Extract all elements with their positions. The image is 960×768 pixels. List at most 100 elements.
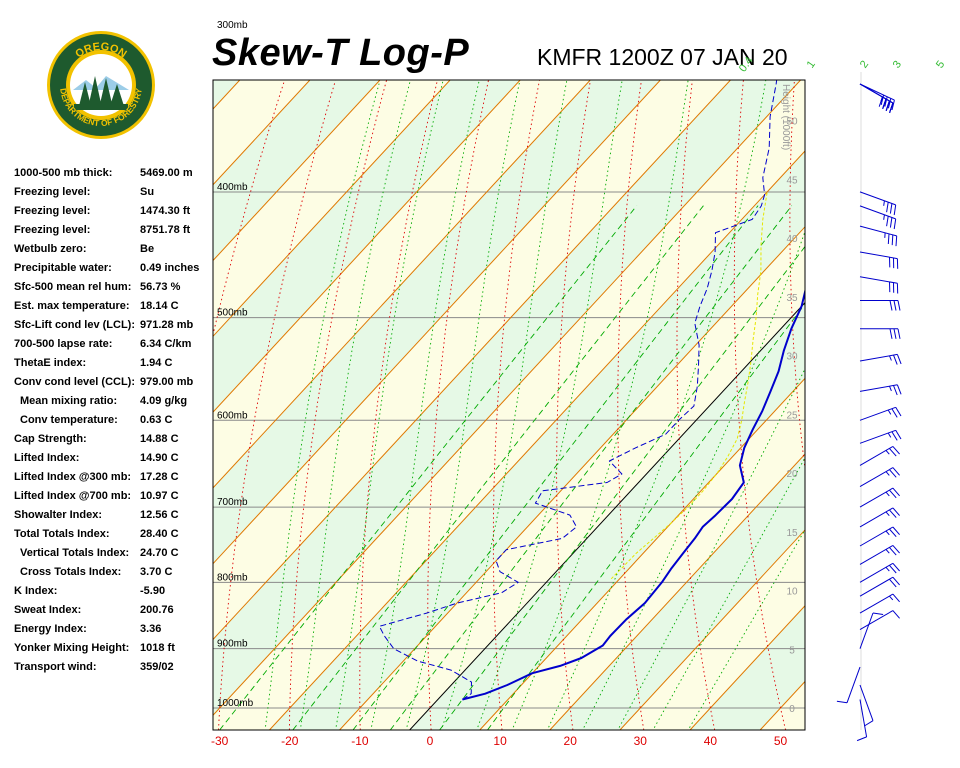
wind-barb-flag (889, 328, 893, 339)
temperature-tick-label: -10 (351, 734, 369, 748)
plot-frame (212, 79, 806, 731)
pressure-label: 700mb (217, 497, 248, 508)
height-tick-label: 10 (786, 587, 798, 598)
wind-barb (859, 251, 899, 269)
parcel-trace-line (610, 191, 768, 580)
pressure-label: 300mb (217, 20, 248, 31)
index-label: Showalter Index: (14, 509, 103, 521)
chart-title: Skew-T Log-P (212, 32, 470, 74)
wind-barb-flag (892, 545, 900, 554)
wind-barb-shaft (859, 544, 894, 565)
wind-barb-shaft (859, 251, 898, 260)
index-label: Sweat Index: (14, 604, 82, 616)
wind-barb-shaft (859, 406, 896, 421)
index-label: Wetbulb zero: (14, 243, 87, 255)
temperature-profile-line (462, 287, 805, 701)
dry-adiabat-line (288, 80, 388, 730)
index-value: Be (140, 243, 155, 255)
wind-barb-half-flag (885, 511, 890, 517)
wind-barb-shaft (859, 205, 896, 220)
isotherm-line (213, 80, 661, 565)
wind-barb-shaft (859, 83, 895, 101)
wind-barb-shaft (859, 276, 898, 284)
index-value: -5.90 (140, 585, 166, 597)
wind-barb-shaft (859, 487, 894, 508)
moist-adiabat-line (370, 80, 480, 730)
index-label: Conv cond level (CCL): (14, 376, 136, 388)
index-value: 10.97 C (140, 490, 179, 502)
index-value: 1018 ft (140, 642, 175, 654)
wind-barb-flag (893, 300, 897, 311)
index-label: Lifted Index: (14, 452, 80, 464)
mixing-ratio-line (219, 205, 638, 730)
mixing-ratio-line (389, 205, 793, 730)
isotherm-line (213, 80, 241, 110)
logo-top-text: OREGON (73, 41, 128, 61)
wind-barb (859, 610, 900, 631)
mixing-ratio-label: 3 (891, 59, 904, 71)
wind-barb (859, 83, 895, 111)
wind-barb (859, 684, 874, 727)
dry-adiabat-line (359, 80, 438, 730)
temperature-tick-label: 50 (774, 734, 788, 748)
wind-barb-flag (893, 354, 898, 365)
index-value: 979.00 mb (140, 376, 194, 388)
wind-barb-flag (893, 204, 897, 216)
wind-barb (859, 83, 894, 113)
wind-barb-flag (889, 469, 897, 478)
wind-barb-half-flag (885, 491, 890, 497)
wind-barb (859, 576, 900, 597)
index-label: Precipitable water: (14, 262, 112, 274)
temperature-tick-label: 0 (427, 734, 434, 748)
index-label: Lifted Index @300 mb: (14, 471, 132, 483)
isotherm-line (619, 529, 805, 730)
wind-barb-flag (892, 507, 900, 516)
wind-barb (859, 205, 897, 230)
index-label: Sfc-500 mean rel hum: (14, 281, 132, 293)
wind-barb-flag (895, 235, 898, 247)
wind-barb-flag (889, 217, 893, 228)
wind-barb-shaft (859, 429, 896, 444)
index-value: 1474.30 ft (140, 205, 191, 217)
isotherm-line (213, 80, 451, 338)
temperature-tick-label: -20 (281, 734, 299, 748)
wind-barb-flag (892, 576, 900, 586)
wind-barb-flag (889, 102, 894, 113)
wind-barb (860, 300, 901, 311)
mixing-ratio-label: 0.4 (737, 55, 756, 74)
wind-barb (859, 467, 900, 488)
wind-barb-flag (889, 578, 897, 588)
wind-barb-flag (891, 431, 898, 441)
wind-barb-flag (886, 216, 889, 227)
index-label: Yonker Mixing Height: (14, 642, 130, 654)
index-label: Freezing level: (14, 205, 91, 217)
svg-text:OREGON: OREGON (73, 41, 128, 61)
index-label: Total Totals Index: (14, 528, 110, 540)
index-label: ThetaE index: (14, 357, 87, 369)
wind-barb-flag (889, 300, 893, 311)
wind-barb-shaft (859, 562, 894, 583)
mixing-ratio-label: 5 (934, 59, 947, 71)
index-label: Mean mixing ratio: (20, 395, 118, 407)
index-value: 12.56 C (140, 509, 179, 521)
index-value: 3.36 (140, 623, 162, 635)
wind-barb (859, 429, 902, 444)
wind-barb-half-flag (889, 595, 894, 601)
index-value: 28.40 C (140, 528, 179, 540)
height-tick-label: 20 (786, 469, 798, 480)
wind-barb-half-flag (885, 450, 890, 455)
wind-barb-flag (887, 98, 892, 109)
wind-barb-flag (889, 203, 893, 214)
wind-barb-flag (889, 448, 897, 457)
moist-adiabat-line (264, 83, 380, 730)
height-tick-label: 0 (789, 704, 795, 715)
dry-adiabat-line (844, 75, 928, 730)
height-tick-label: 35 (786, 293, 798, 304)
wind-barb-flag (897, 300, 901, 311)
moist-adiabat-line (617, 367, 805, 730)
index-value: 56.73 % (140, 281, 181, 293)
wind-barb-flag (893, 385, 898, 396)
wind-barb (859, 406, 902, 421)
index-value: 5469.00 m (140, 167, 193, 179)
wind-barb (859, 83, 894, 113)
